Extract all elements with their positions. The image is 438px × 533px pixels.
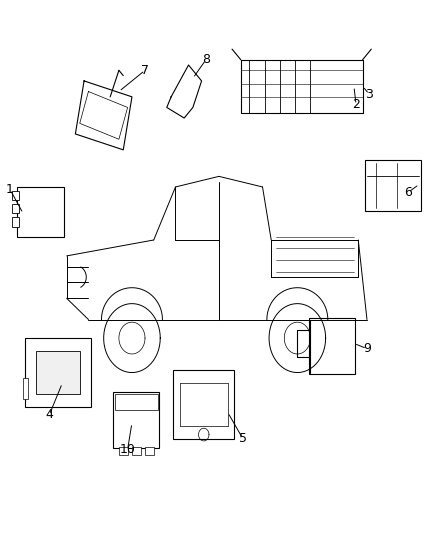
Text: 9: 9 <box>363 342 371 355</box>
Text: 2: 2 <box>352 98 360 111</box>
FancyBboxPatch shape <box>365 160 421 211</box>
FancyBboxPatch shape <box>173 370 234 439</box>
Bar <box>132 447 141 455</box>
Text: 6: 6 <box>404 186 412 199</box>
Bar <box>23 378 28 399</box>
Bar <box>119 447 127 455</box>
Bar <box>145 447 154 455</box>
FancyBboxPatch shape <box>113 392 159 448</box>
FancyBboxPatch shape <box>17 187 64 237</box>
Bar <box>115 394 158 410</box>
Text: 7: 7 <box>141 64 149 77</box>
Text: 5: 5 <box>239 432 247 446</box>
FancyBboxPatch shape <box>309 318 355 374</box>
FancyBboxPatch shape <box>25 338 91 407</box>
Bar <box>36 351 80 394</box>
Bar <box>12 191 19 200</box>
Text: 1: 1 <box>6 183 14 196</box>
Bar <box>12 204 19 214</box>
Text: 3: 3 <box>365 87 373 101</box>
Text: 8: 8 <box>202 53 210 66</box>
Bar <box>12 217 19 227</box>
Text: 10: 10 <box>120 443 135 456</box>
Text: 4: 4 <box>45 408 53 422</box>
